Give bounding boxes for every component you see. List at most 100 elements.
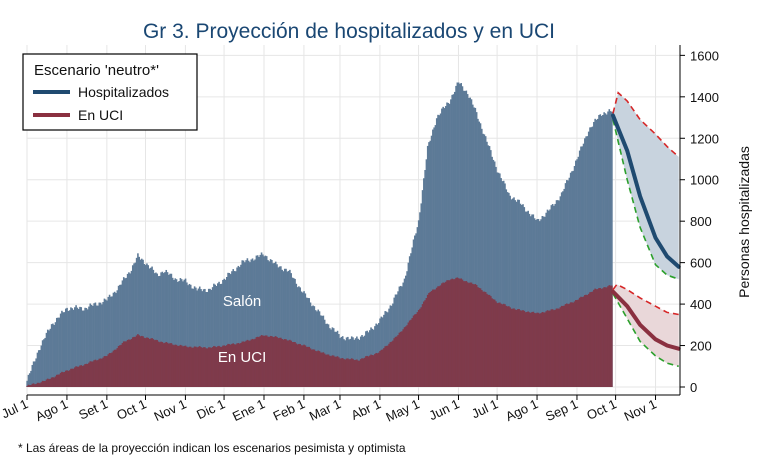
uci-bar [558,308,560,387]
salon-bar [447,102,450,387]
salon-bar [411,247,414,387]
uci-bar [214,346,216,387]
uci-bar [146,337,148,387]
uci-bar [407,322,410,387]
uci-bar [241,341,244,387]
uci-bar [329,355,331,387]
uci-bar [57,374,59,387]
salon-bar [229,274,232,387]
legend-label-hospitalizados: Hospitalizados [78,84,169,100]
uci-bar [604,287,607,387]
uci-bar [343,359,345,387]
salon-bar [569,172,572,387]
uci-bar [399,331,402,387]
uci-bar [478,287,481,387]
salon-bar [419,212,421,387]
uci-bar [301,345,304,387]
uci-bar [276,337,278,387]
uci-bar [98,358,101,387]
salon-bar [533,218,536,387]
salon-bar [213,283,215,387]
salon-bar [71,308,74,387]
uci-bar [108,352,111,387]
salon-bar [504,183,506,387]
salon-bar [67,310,70,387]
salon-bar [205,291,207,387]
salon-bar [572,170,575,387]
salon-bar [481,128,483,387]
uci-bar [88,362,90,387]
salon-bar [49,328,52,387]
uci-bar [519,310,522,387]
uci-bar [414,314,416,387]
uci-bar [104,356,107,387]
uci-bar [477,287,479,387]
uci-bar [263,335,265,387]
uci-bar [43,380,45,387]
salon-bar [515,201,518,387]
y-tick-label: 400 [690,297,712,312]
uci-bar [36,382,39,387]
uci-bar [435,287,438,387]
uci-bar [55,374,58,387]
uci-bar [164,342,166,387]
uci-bar [535,313,537,387]
salon-bar [153,273,156,387]
salon-bar [102,302,104,387]
uci-bar [491,298,493,387]
uci-bar [357,360,359,387]
uci-bar [361,358,363,387]
uci-bar [169,343,171,387]
salon-bar [524,211,527,387]
uci-bar [238,343,241,387]
uci-bar [484,292,487,387]
uci-bar [77,366,80,387]
salon-bar [250,259,253,387]
uci-bar [168,343,170,387]
salon-bar [121,280,124,387]
uci-bar [439,285,442,387]
uci-bar [474,284,477,387]
uci-bar [28,385,31,387]
salon-bar [222,279,224,387]
salon-bar [126,273,129,387]
salon-bar [611,111,613,387]
uci-bar [549,310,551,387]
uci-bar [285,339,287,387]
salon-bar [559,196,562,387]
salon-bar [144,265,147,387]
salon-bar [426,145,429,387]
salon-bar [264,255,267,387]
uci-bar [191,347,193,387]
uci-bar [62,372,65,387]
uci-bar [318,351,321,387]
uci-bar [468,283,470,387]
y-tick-label: 1400 [690,90,719,105]
salon-bar [155,272,157,387]
uci-bar [380,349,383,387]
area-label-salon: Salón [223,293,261,310]
salon-bar [318,311,321,387]
uci-bar [566,303,568,387]
uci-bar [327,354,330,387]
salon-bar [179,278,182,387]
uci-bar [126,339,129,387]
salon-bar [101,304,103,387]
y-tick-label: 0 [690,380,697,395]
salon-bar [580,146,582,387]
uci-bar [268,336,271,387]
uci-bar [121,342,124,387]
salon-bar [79,306,81,387]
uci-bar [370,354,372,387]
uci-bar [372,355,375,387]
uci-bar [93,360,95,387]
uci-bar [587,293,590,387]
salon-bar [281,269,283,387]
salon-bar [287,270,290,387]
uci-bar [305,346,308,387]
uci-bar [536,312,538,387]
uci-bar [195,346,197,387]
uci-bar [441,283,443,387]
uci-bar [274,336,277,387]
uci-bar [385,345,388,387]
